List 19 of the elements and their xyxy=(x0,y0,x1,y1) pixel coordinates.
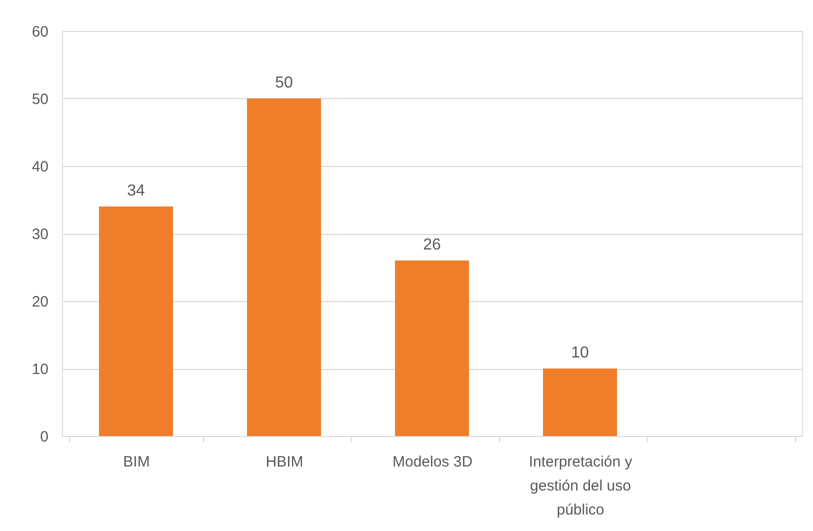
y-tick-label: 40 xyxy=(32,158,48,176)
y-tick-label: 50 xyxy=(32,91,48,108)
bar xyxy=(395,260,469,436)
y-tick-label: 10 xyxy=(32,361,48,378)
bar xyxy=(247,98,321,436)
data-label: 10 xyxy=(571,344,589,362)
y-tick-label: 20 xyxy=(32,294,48,310)
x-tick-label: Modelos 3D xyxy=(392,454,473,470)
data-label: 50 xyxy=(275,74,293,92)
data-label: 34 xyxy=(127,182,145,200)
x-tick-label: BIM xyxy=(123,454,150,470)
y-tick-label: 0 xyxy=(40,428,48,446)
x-tick-label: HBIM xyxy=(266,454,304,470)
y-tick-label: 60 xyxy=(32,24,48,40)
bar xyxy=(99,206,173,436)
bar xyxy=(543,368,617,436)
y-tick-label: 30 xyxy=(32,226,48,243)
x-tick-label: Interpretación y gestión del uso público xyxy=(528,454,633,518)
data-label: 26 xyxy=(423,236,441,254)
